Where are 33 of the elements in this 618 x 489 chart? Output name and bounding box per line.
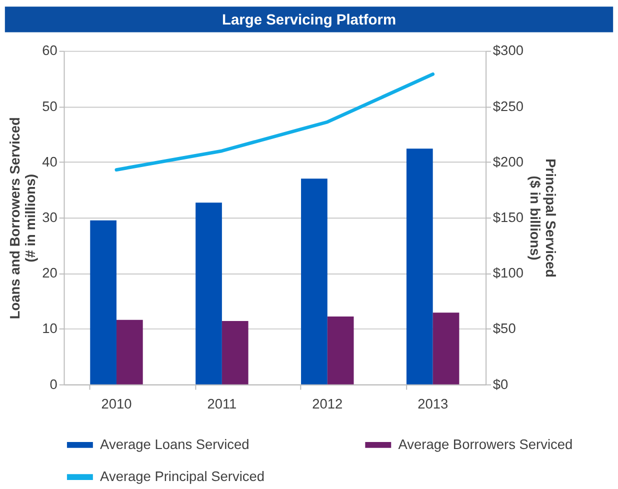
chart-title: Large Servicing Platform bbox=[222, 12, 396, 28]
y2-axis-title: Principal Serviced ($ in billions) bbox=[527, 158, 558, 278]
y2-tick-label: $200 bbox=[492, 154, 524, 170]
bar bbox=[432, 312, 460, 384]
bar bbox=[116, 320, 143, 384]
x-tick-label: 2011 bbox=[207, 396, 237, 412]
bar bbox=[327, 316, 354, 384]
y2-tick-label: $0 bbox=[492, 376, 509, 392]
y2-tick-label: $300 bbox=[492, 43, 524, 58]
x-tick-label: 2012 bbox=[312, 396, 343, 412]
y-tick-label: 40 bbox=[42, 154, 58, 170]
x-tick-label: 2010 bbox=[101, 396, 132, 412]
legend-label: Average Principal Serviced bbox=[100, 468, 265, 484]
x-tick-label: 2013 bbox=[418, 396, 448, 412]
y-tick-label: 30 bbox=[42, 210, 58, 226]
y-tick-label: 50 bbox=[42, 98, 58, 114]
y2-tick-label: $150 bbox=[492, 210, 524, 226]
bar bbox=[196, 202, 222, 384]
bar bbox=[301, 178, 328, 384]
y2-tick-label: $250 bbox=[492, 98, 524, 114]
y2-tick-label: $100 bbox=[492, 266, 524, 281]
y-tick-label: 0 bbox=[50, 376, 58, 392]
bar bbox=[406, 148, 433, 384]
y-tick-label: 60 bbox=[42, 43, 58, 58]
line-series bbox=[114, 72, 435, 172]
y-tick-label: 10 bbox=[42, 321, 58, 336]
y-axis-title: Loans and Borrowers Serviced (# in millions) bbox=[8, 117, 38, 320]
bar bbox=[90, 220, 116, 384]
y-tick-label: 20 bbox=[42, 266, 58, 281]
legend-label: Average Borrowers Serviced bbox=[398, 436, 573, 452]
bar bbox=[222, 320, 248, 384]
y2-tick-label: $50 bbox=[492, 321, 516, 336]
legend-label: Average Loans Serviced bbox=[100, 436, 250, 452]
